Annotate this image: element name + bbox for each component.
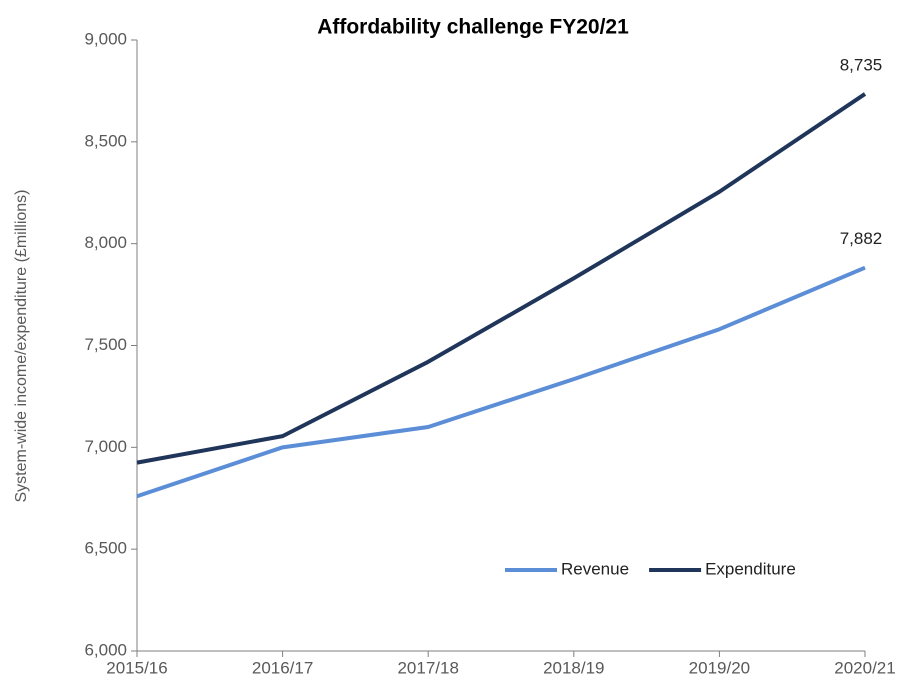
y-tick-label: 7,000 bbox=[84, 437, 127, 456]
y-tick-label: 9,000 bbox=[84, 29, 127, 48]
y-tick-label: 6,500 bbox=[84, 539, 127, 558]
y-tick-label: 7,500 bbox=[84, 335, 127, 354]
y-tick-label: 8,500 bbox=[84, 131, 127, 150]
series-line bbox=[136, 92, 867, 465]
x-tick-label: 2016/17 bbox=[252, 658, 313, 677]
x-tick-label: 2015/16 bbox=[106, 658, 167, 677]
x-tick-label: 2018/19 bbox=[543, 658, 604, 677]
data-label: 7,882 bbox=[840, 229, 883, 248]
series-line bbox=[136, 265, 866, 499]
x-tick-label: 2017/18 bbox=[397, 658, 458, 677]
x-tick-label: 2020/21 bbox=[834, 658, 895, 677]
data-label: 8,735 bbox=[840, 55, 883, 74]
y-axis-label: System-wide income/expenditure (£million… bbox=[13, 189, 30, 502]
x-tick-label: 2019/20 bbox=[689, 658, 750, 677]
y-tick-label: 6,000 bbox=[84, 640, 127, 659]
chart-title: Affordability challenge FY20/21 bbox=[317, 16, 629, 39]
y-tick-label: 8,000 bbox=[84, 233, 127, 252]
legend-label: Revenue bbox=[561, 559, 629, 578]
legend-label: Expenditure bbox=[705, 559, 796, 578]
